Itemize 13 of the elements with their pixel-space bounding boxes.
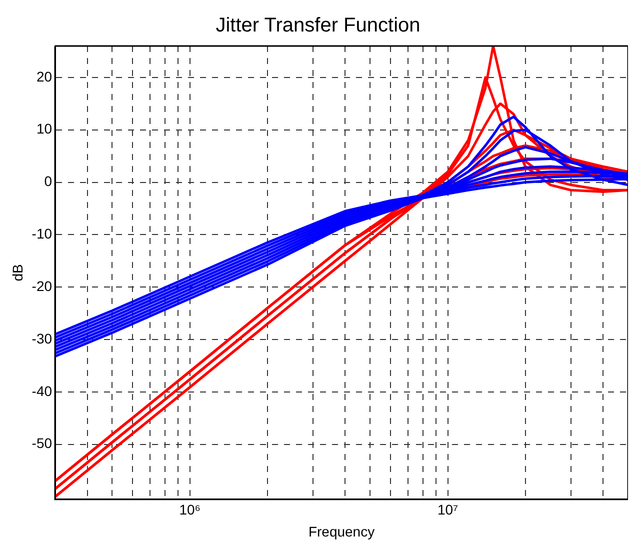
y-tick-label: 10 <box>36 120 52 137</box>
x-tick-label: 10⁷ <box>437 502 458 518</box>
y-tick-label: -30 <box>32 330 52 346</box>
y-tick-label: -20 <box>32 278 52 294</box>
y-tick-label: 0 <box>44 173 52 190</box>
y-tick-label: -10 <box>32 226 52 242</box>
chart-title: Jitter Transfer Function <box>216 14 420 37</box>
y-tick-label: -40 <box>32 382 52 399</box>
y-tick-label: -50 <box>32 435 52 452</box>
x-axis-title: Frequency <box>308 523 375 540</box>
x-tick-label: 10⁶ <box>179 502 201 518</box>
y-tick-label: 20 <box>36 68 52 84</box>
y-axis-title: dB <box>9 264 26 282</box>
